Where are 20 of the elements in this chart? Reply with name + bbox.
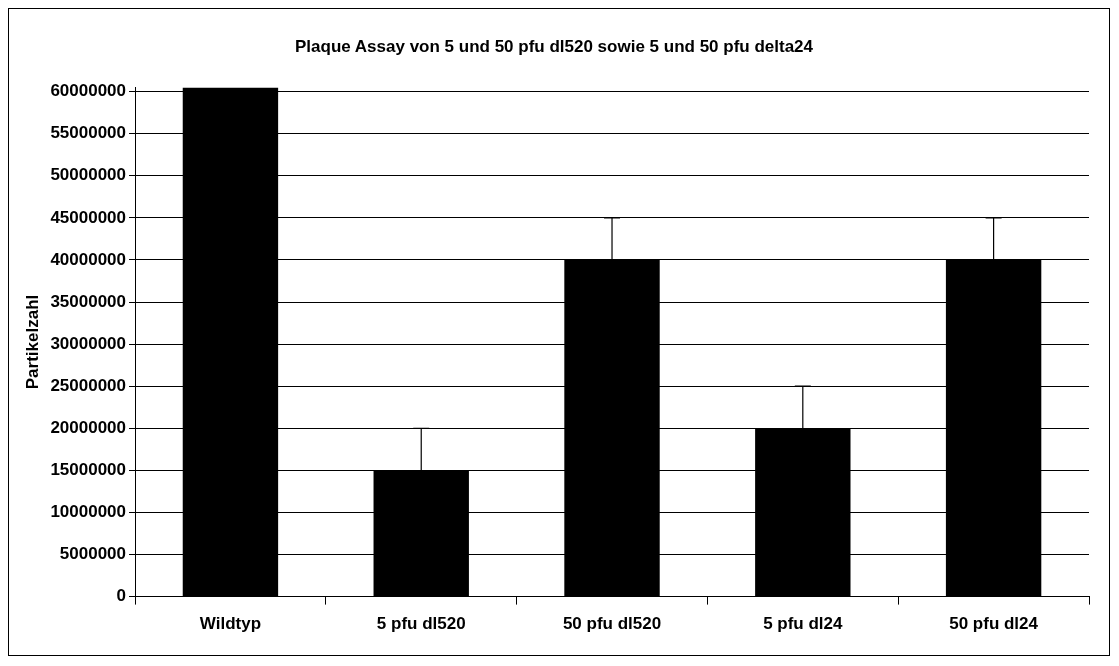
y-tick-label: 45000000	[50, 207, 127, 227]
x-tick-label: 5 pfu dl24	[763, 614, 844, 634]
y-tick-label: 60000000	[50, 81, 127, 101]
y-tick-label: 25000000	[50, 375, 127, 395]
y-tick-label: 15000000	[50, 460, 127, 480]
chart-title: Plaque Assay von 5 und 50 pfu dl520 sowie 5 und 50 pfu delta24	[294, 36, 814, 56]
x-tick-label: 5 pfu dl520	[376, 614, 466, 634]
y-tick-label: 50000000	[50, 165, 127, 185]
y-tick-label: 30000000	[50, 333, 127, 353]
x-tick-label: Wildtyp	[199, 614, 262, 634]
y-tick-label: 10000000	[50, 502, 127, 522]
y-tick-label: 5000000	[59, 544, 127, 564]
y-tick-label: 40000000	[50, 249, 127, 269]
y-tick-label: 55000000	[50, 123, 127, 143]
y-tick-label: 0	[116, 586, 127, 606]
y-tick-label: 35000000	[50, 291, 127, 311]
x-tick-label: 50 pfu dl24	[949, 614, 1039, 634]
y-axis-title: Partikelzahl	[22, 294, 42, 390]
x-tick-label: 50 pfu dl520	[562, 614, 662, 634]
y-tick-label: 20000000	[50, 417, 127, 437]
